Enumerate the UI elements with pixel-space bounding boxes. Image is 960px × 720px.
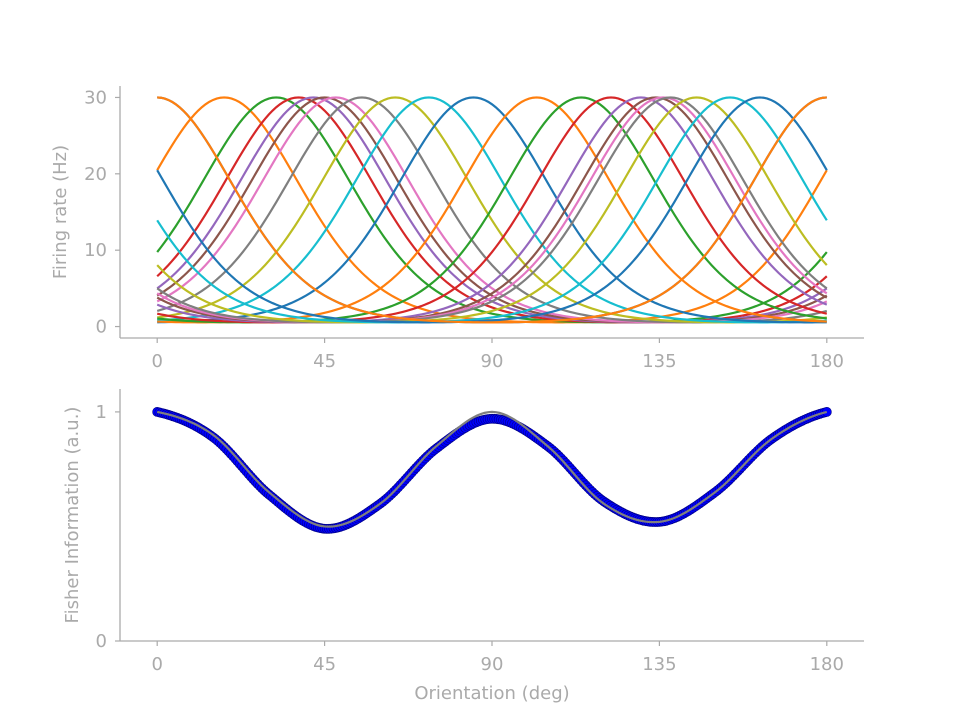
y-tick-label: 0 [96, 631, 107, 652]
y-tick-label: 30 [84, 87, 107, 108]
bottom-x-axis-label: Orientation (deg) [414, 683, 569, 704]
fisher-information-panel: 0 45 90 135 180 01 Fisher Information (a.u.)… [62, 389, 864, 704]
x-tick-label: 90 [481, 654, 504, 675]
x-tick-label: 135 [642, 351, 676, 372]
x-tick-label: 45 [313, 351, 336, 372]
tuning-curve [157, 96, 827, 324]
tuning-curve [156, 96, 828, 324]
tuning-curve [156, 96, 828, 324]
top-x-ticks: 0 45 90 135 180 [151, 338, 844, 372]
y-tick-label: 0 [96, 317, 107, 338]
y-tick-label: 10 [84, 240, 107, 261]
x-tick-label: 180 [810, 351, 844, 372]
fisher-model-line [156, 410, 828, 528]
x-tick-label: 90 [481, 351, 504, 372]
tuning-curve [156, 96, 828, 324]
x-tick-label: 0 [151, 351, 162, 372]
tuning-curves-panel: 0 45 90 135 180 0 10 20 30 Firing rate (Hz) [50, 86, 864, 372]
tuning-curve [156, 96, 828, 324]
bottom-y-axis-label: Fisher Information (a.u.) [62, 407, 83, 624]
x-tick-label: 135 [642, 654, 676, 675]
fisher-scatter [152, 407, 832, 534]
tuning-curves [156, 96, 828, 324]
y-tick-label: 1 [96, 402, 107, 423]
top-y-ticks: 0 10 20 30 [84, 87, 120, 338]
tuning-curve [156, 96, 828, 324]
tuning-curve [157, 96, 827, 324]
top-y-axis-label: Firing rate (Hz) [50, 145, 71, 279]
bottom-x-ticks: 0 45 90 135 180 [151, 641, 844, 675]
x-tick-label: 45 [313, 654, 336, 675]
x-tick-label: 180 [810, 654, 844, 675]
x-tick-label: 0 [151, 654, 162, 675]
bottom-y-ticks: 01 [96, 402, 120, 652]
y-tick-label: 20 [84, 164, 107, 185]
